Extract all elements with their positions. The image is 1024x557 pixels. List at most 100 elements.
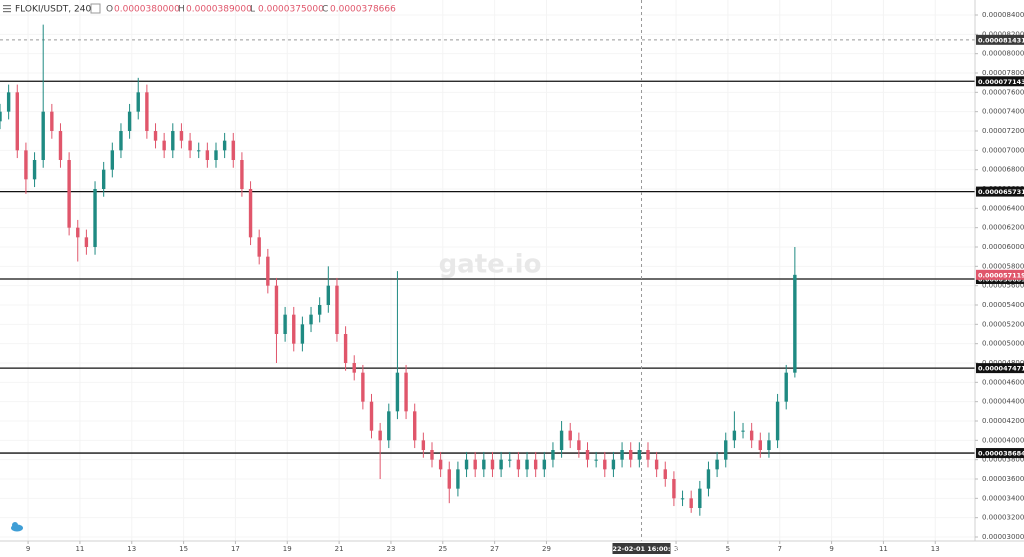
candle — [758, 432, 763, 458]
x-tick-label: 3 — [674, 545, 678, 553]
candle-body — [6, 92, 11, 112]
candle — [162, 132, 166, 159]
candle — [15, 84, 19, 159]
candle-body — [50, 111, 54, 131]
candle-body — [542, 459, 547, 470]
level-label: 0.0000474712 — [978, 365, 1024, 373]
x-tick-label: 11 — [879, 545, 888, 553]
candle — [620, 442, 624, 468]
candle — [378, 422, 382, 479]
candle-body — [76, 227, 80, 238]
candle — [611, 451, 616, 478]
candle-body — [637, 450, 642, 460]
candle — [266, 248, 270, 294]
y-tick-label: 0.0000620000 — [982, 224, 1024, 232]
candle-body — [136, 92, 140, 112]
candle — [361, 364, 365, 410]
candle — [93, 181, 97, 255]
y-tick-label: 0.0000600000 — [982, 243, 1024, 251]
candle — [41, 24, 45, 168]
crosshair-y-box — [976, 34, 1024, 45]
candle — [119, 123, 123, 159]
candle-body — [326, 285, 331, 305]
candle — [6, 84, 11, 120]
candle — [171, 123, 175, 159]
candle-body — [343, 334, 348, 363]
candle — [222, 132, 227, 159]
candle — [76, 219, 80, 262]
level-box — [976, 76, 1024, 87]
candle-body — [663, 469, 667, 479]
candle — [732, 411, 737, 449]
candle — [464, 451, 469, 478]
candle — [508, 451, 512, 468]
candle — [309, 306, 313, 333]
toggle-icon[interactable] — [90, 3, 101, 14]
y-tick-label: 0.0000580000 — [982, 262, 1024, 270]
y-tick-label: 0.0000840000 — [982, 11, 1024, 19]
candle-body — [274, 285, 279, 334]
candle — [749, 422, 754, 449]
candle-body — [15, 92, 19, 151]
x-tick-label: 27 — [490, 545, 499, 553]
candle — [205, 142, 210, 168]
candle-body — [378, 430, 382, 441]
level-box — [976, 363, 1024, 374]
candle-body — [197, 150, 201, 152]
candle — [594, 451, 598, 468]
candle-body — [283, 314, 287, 334]
x-tick-label: 9 — [829, 545, 833, 553]
labels: 0.00007714360.00006573110.00005668900.00… — [603, 34, 1024, 554]
x-tick-label: 5 — [726, 545, 730, 553]
candle-body — [145, 92, 149, 131]
candle — [58, 123, 63, 168]
last-price-label: 0.0000571198 — [978, 271, 1024, 279]
x-tick-label: 11 — [75, 545, 84, 553]
candle — [663, 461, 667, 487]
candle-body — [248, 189, 253, 238]
candle-body — [758, 440, 763, 450]
candle-body — [300, 324, 305, 344]
x-tick-label: 25 — [438, 545, 447, 553]
candle — [0, 103, 2, 130]
cloud-icon[interactable] — [11, 522, 23, 532]
candle — [430, 442, 434, 468]
candle-body — [335, 285, 339, 334]
y-tick-label: 0.0000640000 — [982, 204, 1024, 212]
level-label: 0.0000386846 — [978, 450, 1024, 458]
candle-body — [698, 488, 702, 508]
candle-body — [24, 150, 28, 180]
candle — [516, 451, 521, 478]
candle — [490, 451, 495, 478]
candle — [248, 181, 253, 246]
x-tick-label: 19 — [283, 545, 292, 553]
grid — [0, 0, 975, 541]
y-tick-label: 0.0000820000 — [982, 30, 1024, 38]
candle-body — [404, 372, 408, 412]
candle-body — [499, 459, 503, 470]
candle-body — [369, 401, 374, 431]
candle-body — [603, 459, 607, 470]
x-tick-label: 7 — [778, 545, 782, 553]
candle — [603, 451, 607, 478]
menu-icon — [3, 8, 11, 10]
candle — [84, 229, 89, 255]
candle-body — [568, 430, 572, 441]
candle-body — [438, 459, 443, 470]
y-tick-label: 0.0000460000 — [982, 378, 1024, 386]
menu-icon — [3, 5, 11, 7]
candle-body — [309, 314, 313, 325]
candle-body — [222, 140, 227, 151]
candle-body — [67, 160, 71, 228]
y-tick-label: 0.0000520000 — [982, 320, 1024, 328]
ohlc-key: C — [322, 5, 328, 15]
candle — [629, 442, 633, 468]
y-tick-label: 0.0000560000 — [982, 282, 1024, 290]
candle-body — [620, 450, 624, 460]
candle — [404, 364, 408, 420]
menu-icon — [3, 11, 11, 13]
ohlc-value: 0.0000389000 — [186, 5, 252, 15]
x-tick-label: 29 — [542, 545, 551, 553]
candle — [50, 103, 54, 139]
